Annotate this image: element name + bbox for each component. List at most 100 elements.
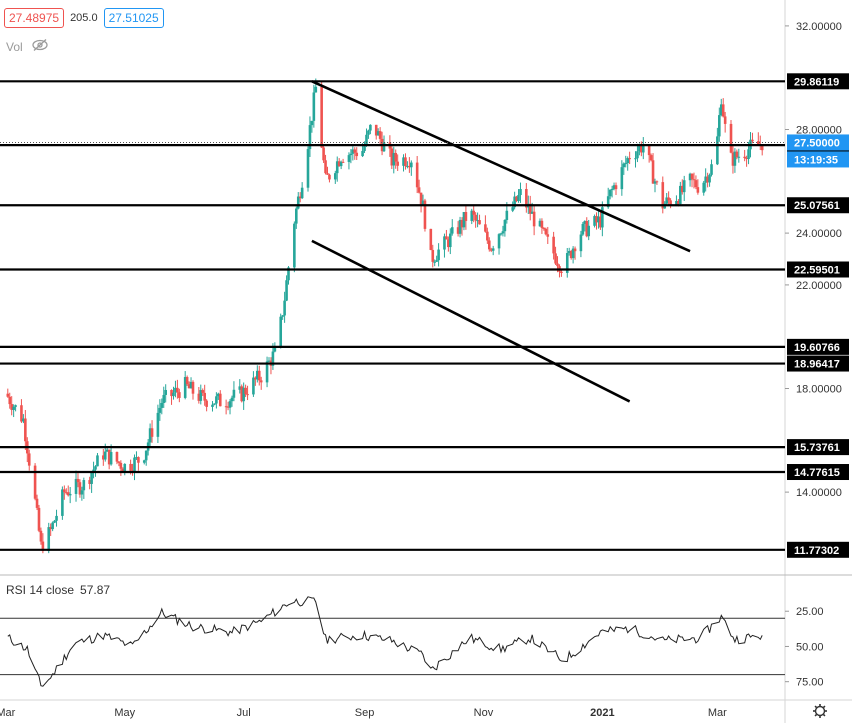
candle-body xyxy=(478,220,481,225)
gear-icon-tooth xyxy=(822,713,826,717)
time-axis-label: Jul xyxy=(237,707,251,719)
candle-body xyxy=(80,490,84,495)
candle-body xyxy=(322,147,325,161)
ask-price-box[interactable]: 27.51025 xyxy=(103,8,164,28)
candle-body xyxy=(556,263,559,267)
candle-body xyxy=(254,377,257,380)
candle-body xyxy=(429,228,433,250)
candle-body xyxy=(367,130,370,135)
candle-body xyxy=(404,157,407,167)
candle-body xyxy=(474,214,477,221)
candle-body xyxy=(121,468,125,472)
candle-body xyxy=(246,394,249,396)
candle-body xyxy=(312,92,316,121)
price-axis-label: 24.00000 xyxy=(796,228,842,240)
level-tag xyxy=(787,355,849,372)
candle-body xyxy=(484,224,487,232)
candle-body xyxy=(215,396,218,404)
candle-body xyxy=(690,173,694,180)
volume-legend: Vol xyxy=(6,38,49,55)
candle-body xyxy=(519,189,522,196)
time-axis-label: Sep xyxy=(355,707,375,719)
candle-body xyxy=(579,234,583,252)
candle-body xyxy=(135,457,138,459)
candle-body xyxy=(620,167,624,190)
candle-body xyxy=(382,142,386,152)
candle-body xyxy=(39,530,43,542)
candle-body xyxy=(333,173,337,180)
candle-body xyxy=(244,387,247,395)
level-tag-label: 22.59501 xyxy=(794,264,840,276)
eye-slash-icon[interactable] xyxy=(31,38,49,55)
level-tag-label: 18.96417 xyxy=(794,359,840,371)
candle-body xyxy=(665,197,668,204)
candle-body xyxy=(544,228,548,235)
price-axis-label: 14.00000 xyxy=(796,487,842,499)
candle-body xyxy=(228,401,232,408)
candle-body xyxy=(747,149,750,159)
candle-body xyxy=(622,163,626,168)
gear-icon[interactable] xyxy=(813,704,827,718)
candle-body xyxy=(27,453,31,466)
candle-body xyxy=(641,145,645,153)
candle-body xyxy=(144,450,148,461)
candle-body xyxy=(624,163,628,165)
gear-icon-tooth xyxy=(814,713,818,717)
candle-body xyxy=(281,315,284,317)
candle-body xyxy=(133,457,136,472)
bid-price-box[interactable]: 27.48975 xyxy=(4,8,65,28)
countdown-tag xyxy=(787,151,849,168)
candle-body xyxy=(530,211,534,214)
candle-body xyxy=(449,233,452,248)
candle-body xyxy=(224,406,228,408)
candle-body xyxy=(78,482,82,495)
candle-body xyxy=(47,527,51,552)
candle-body xyxy=(88,480,91,484)
candle-body xyxy=(267,360,271,362)
candle-body xyxy=(226,406,230,408)
candle-body xyxy=(107,449,111,465)
candle-body xyxy=(150,428,154,437)
candle-body xyxy=(238,386,242,390)
candle-body xyxy=(285,280,288,301)
candle-body xyxy=(437,249,440,261)
candle-body xyxy=(423,200,427,229)
candle-body xyxy=(573,248,577,252)
candle-body xyxy=(581,223,585,235)
gear-icon-tooth xyxy=(822,705,826,709)
candle-body xyxy=(256,370,259,380)
candle-body xyxy=(203,392,206,401)
candle-body xyxy=(410,162,413,168)
price-axis-label: 28.00000 xyxy=(796,125,842,137)
candle-body xyxy=(710,164,713,175)
candle-body xyxy=(376,131,380,136)
candle-body xyxy=(320,86,323,148)
level-tag-label: 19.60766 xyxy=(794,342,840,354)
candle-body xyxy=(688,173,692,181)
candle-body xyxy=(94,466,97,470)
candle-body xyxy=(335,161,339,174)
candle-body xyxy=(176,387,179,393)
candle-body xyxy=(230,397,234,402)
gear-icon-ring xyxy=(814,705,826,717)
candle-body xyxy=(353,149,357,153)
candle-body xyxy=(583,221,587,224)
candle-body xyxy=(433,261,437,263)
candle-body xyxy=(119,462,123,469)
candle-body xyxy=(213,403,216,405)
candle-body xyxy=(183,377,187,398)
candle-body xyxy=(337,161,341,167)
level-tag xyxy=(787,261,849,278)
candle-body xyxy=(486,231,489,241)
candle-body xyxy=(540,220,544,228)
candle-body xyxy=(361,150,364,157)
candle-body xyxy=(489,249,493,251)
candle-body xyxy=(129,463,132,471)
candle-body xyxy=(37,507,41,531)
candle-body xyxy=(326,173,329,175)
candle-body xyxy=(191,381,195,394)
candle-body xyxy=(174,387,177,393)
candle-body xyxy=(102,455,105,460)
candle-body xyxy=(431,249,435,262)
